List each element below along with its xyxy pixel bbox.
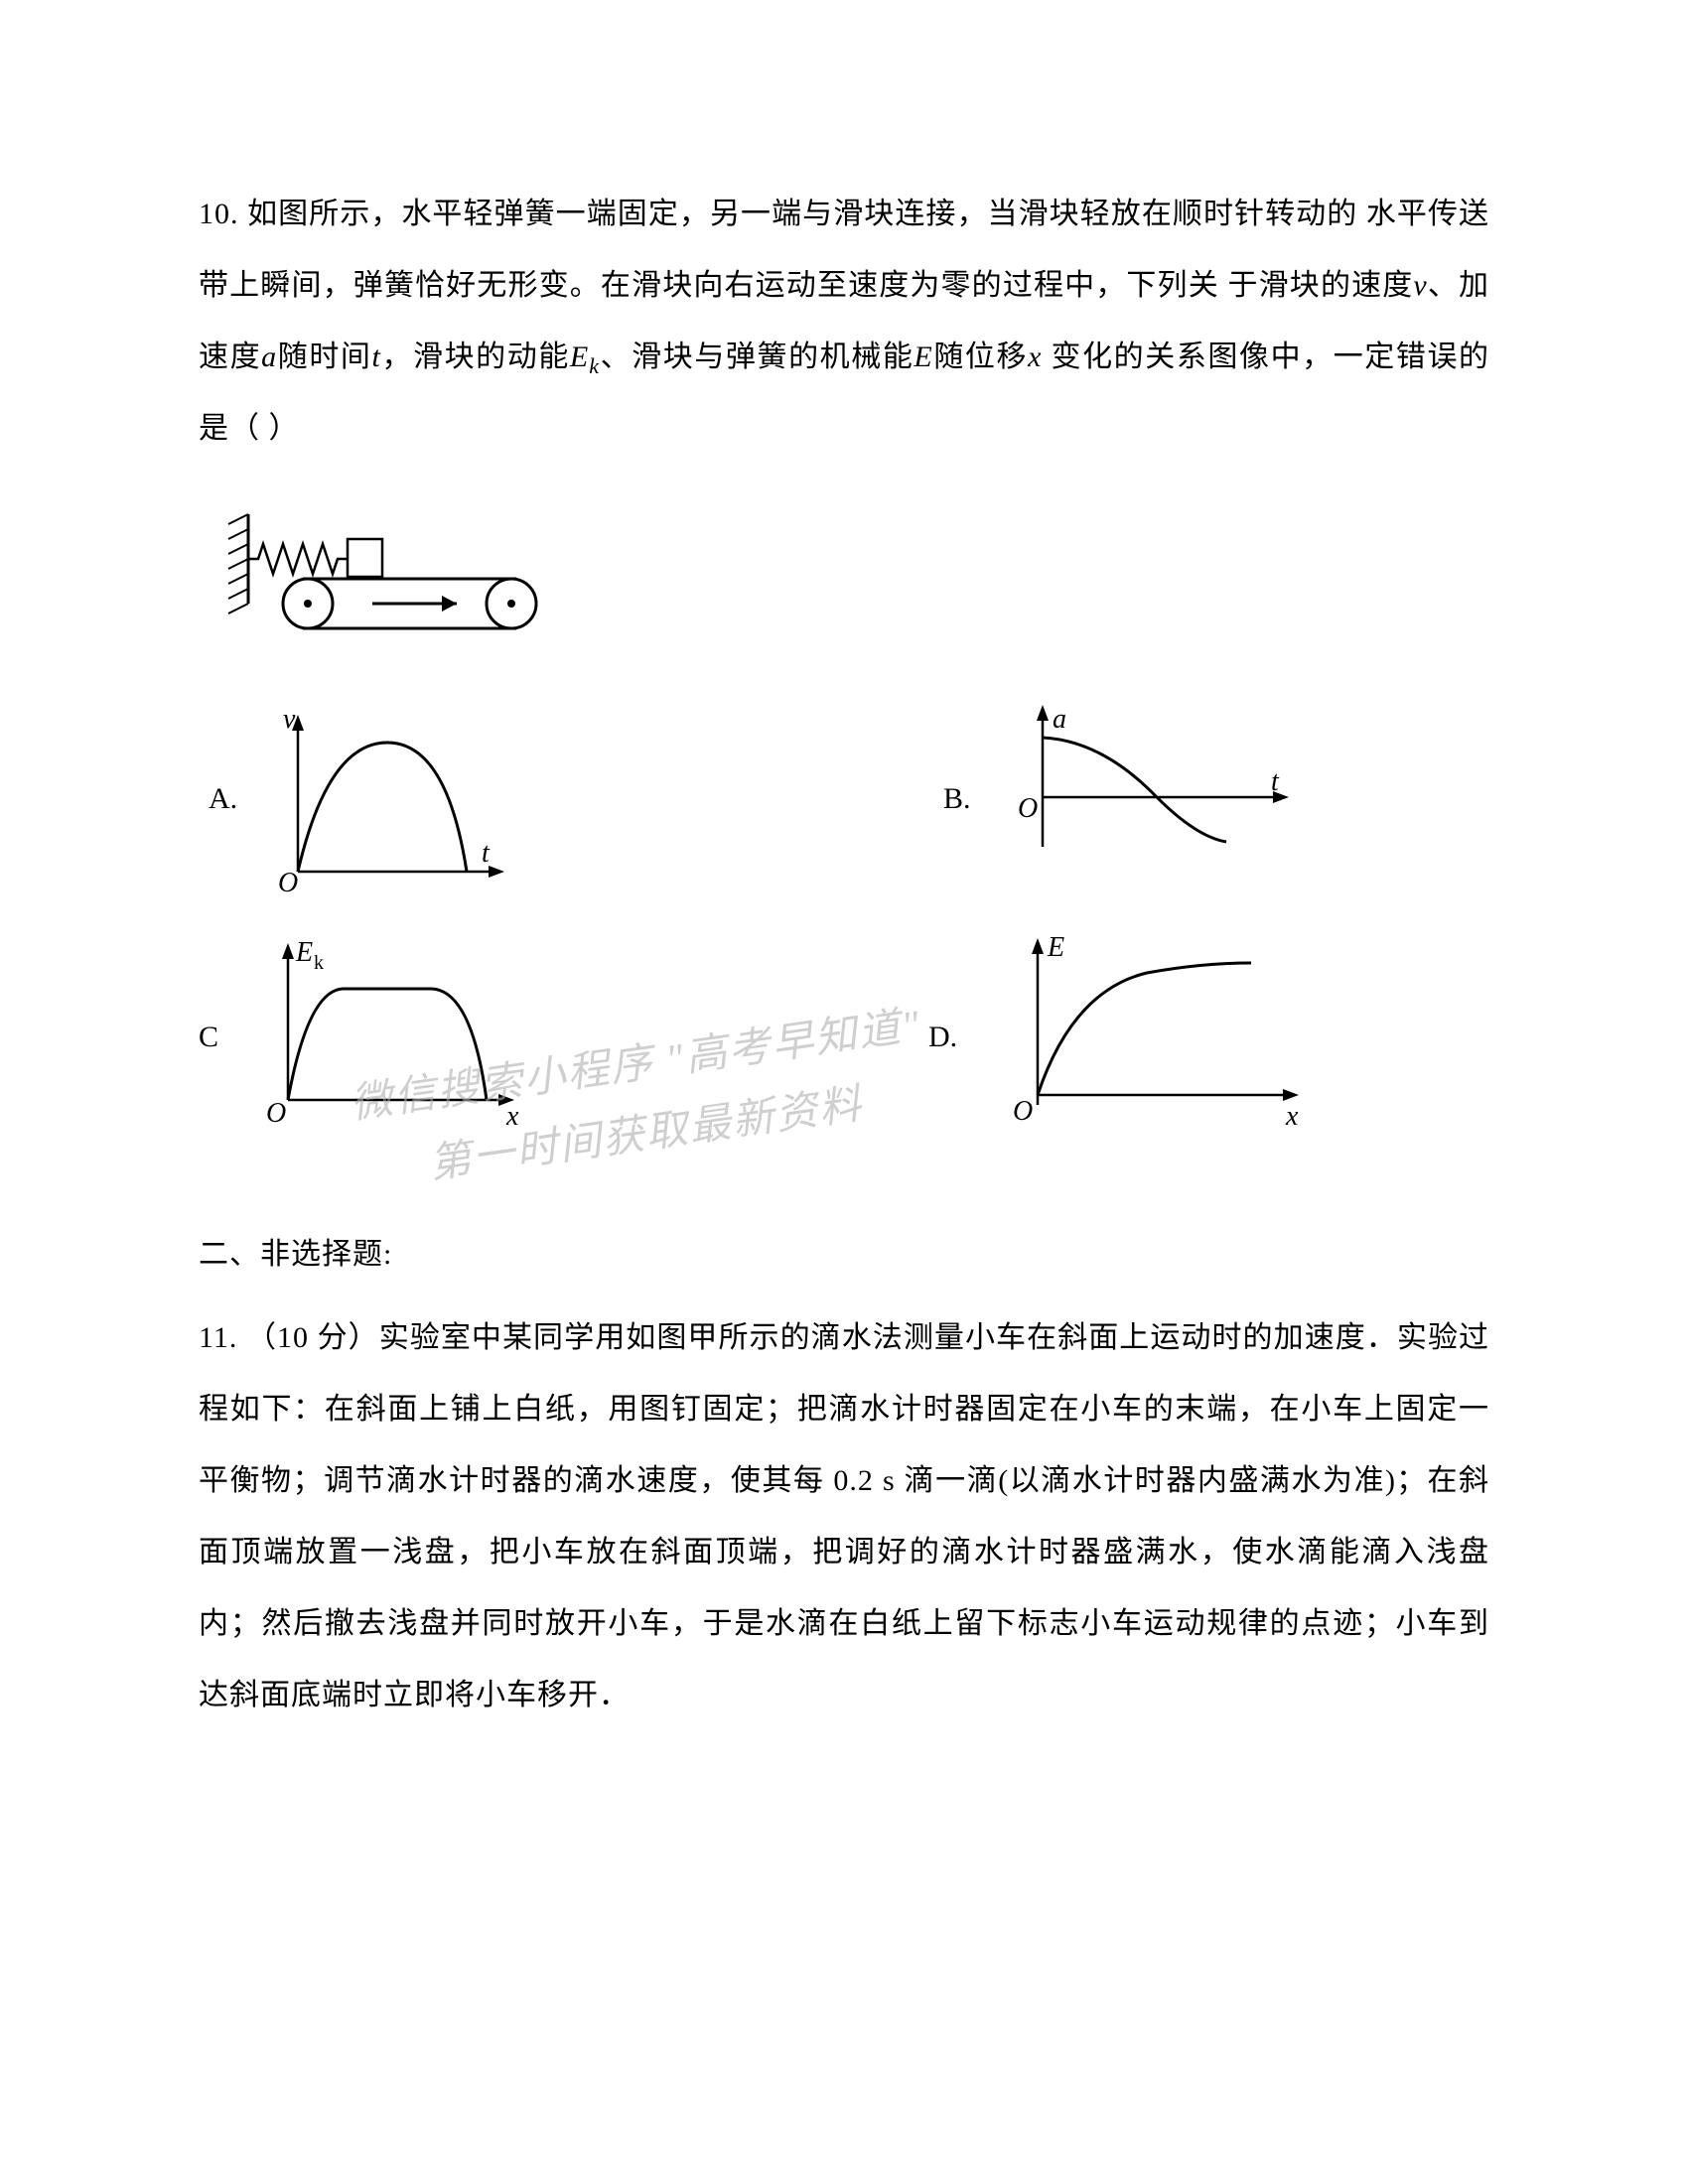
question-11-text: 11. （10 分）实验室中某同学用如图甲所示的滴水法测量小车在斜面上运动时的加… [199,1302,1489,1731]
q10-v: v [1413,269,1427,302]
graph-c-xaxis: x [505,1101,519,1130]
graph-a-origin: O [278,868,298,898]
graph-b-origin: O [1018,793,1038,824]
q10-t: t [372,341,381,373]
graph-c-yaxis-sub: k [314,952,324,974]
graph-a-label: A. [209,782,237,816]
q10-a: a [261,341,277,373]
q10-Ek-sub: k [589,353,600,378]
graph-b-yaxis: a [1053,704,1066,735]
graph-a-xaxis: t [482,838,491,869]
q11-number: 11. [199,1321,237,1354]
q10-x: x [1028,341,1042,373]
graph-a: A. v t O [218,703,546,906]
q10-line1: 如图所示，水平轻弹簧一端固定，另一端与滑块连接，当滑块轻放在顺时针转动的 [247,198,1357,230]
q10-disp: 随位移 [933,341,1028,373]
graph-c: C E k x O [199,931,556,1135]
graph-b: B. a t O [953,703,1321,906]
question-10-text: 10. 如图所示，水平轻弹簧一端固定，另一端与滑块连接，当滑块轻放在顺时针转动的… [199,179,1489,465]
q10-time: 随时间 [277,341,371,373]
q10-number: 10. [199,198,239,230]
graph-c-origin: O [266,1098,286,1129]
q10-Ek: E [570,341,589,373]
q11-body: 实验室中某同学用如图甲所示的滴水法测量小车在斜面上运动时的加速度．实验过程如下：… [199,1321,1489,1711]
spring-block-diagram [218,504,556,658]
graph-d-origin: O [1013,1096,1033,1127]
graph-d-yaxis: E [1047,932,1064,963]
graph-d-xaxis: x [1285,1101,1299,1132]
section-2-title: 二、非选择题: [199,1229,1489,1273]
q11-points: （10 分） [246,1321,379,1354]
graph-b-label: B. [943,782,971,816]
q10-line3a: 于滑块的速度 [1228,269,1414,302]
graph-d-label: D. [928,1021,957,1054]
graph-d: D. E x O [933,931,1331,1145]
graph-a-yaxis: v [283,704,296,735]
q10-ke: ，滑块的动能 [381,341,570,373]
graph-c-label: C [199,1021,218,1054]
graph-c-yaxis: E [295,937,313,968]
graph-b-xaxis: t [1271,766,1280,797]
diagrams-container: A. v t O B. a t O [199,504,1489,1199]
q10-E: E [914,341,932,373]
q10-spring-e: 、滑块与弹簧的机械能 [600,341,914,373]
